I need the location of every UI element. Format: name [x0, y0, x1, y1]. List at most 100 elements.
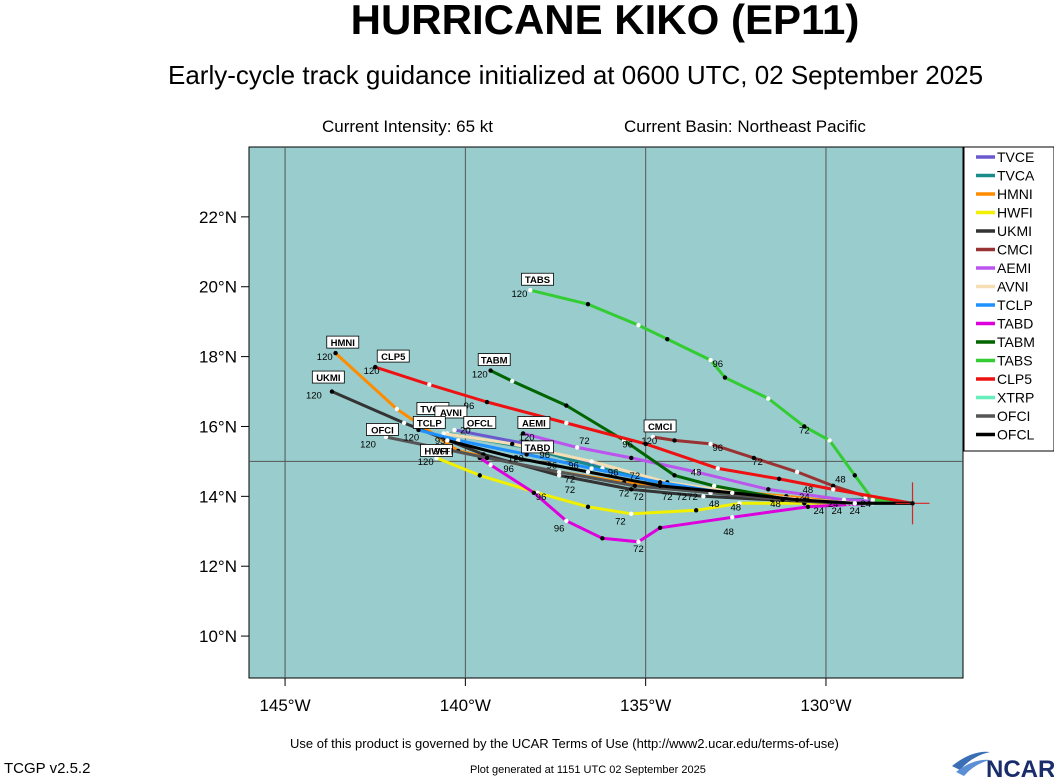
forecast-hour-label: 93 [435, 436, 446, 447]
forecast-hour-label: 24 [828, 499, 839, 510]
x-tick-label: 130°W [800, 696, 851, 715]
track-point [589, 466, 594, 471]
track-point [672, 473, 677, 478]
y-tick-label: 20°N [199, 278, 237, 297]
track-point [531, 490, 537, 496]
model-label-box [517, 416, 551, 429]
terms-of-use: Use of this product is governed by the U… [290, 736, 839, 751]
legend-item-tabm: TABM [976, 334, 1035, 350]
legend-label: TCLP [997, 297, 1033, 313]
track-point [477, 473, 482, 478]
forecast-hour-label: 96 [464, 401, 475, 412]
model-label: TABD [525, 443, 551, 454]
legend-item-ukmi: UKMI [976, 223, 1032, 239]
forecast-hour-label: 120 [360, 439, 376, 450]
forecast-hour-label: 72 [633, 544, 644, 555]
track-line [529, 288, 913, 505]
model-label: TABS [525, 275, 550, 286]
model-label-box [643, 419, 677, 433]
legend-label: CMCI [997, 242, 1033, 258]
model-label-box [376, 349, 410, 363]
track-point [805, 504, 811, 510]
x-tick-label: 140°W [440, 696, 491, 715]
legend-item-hmni: HMNI [976, 186, 1033, 202]
legend-item-tabd: TABD [976, 316, 1033, 332]
track-point [556, 473, 562, 478]
forecast-hour-label: 120 [641, 436, 657, 447]
y-tick-label: 22°N [199, 208, 237, 227]
axis-ticks: 145°W 140°W 135°W 130°W 10°N 12°N 14°N 16°N 18°N… [199, 208, 852, 715]
model-label-box [420, 444, 453, 457]
model-label: CMCI [648, 422, 672, 433]
forecast-hour-label: 72 [799, 425, 810, 436]
track-point [556, 469, 562, 475]
forecast-hour-label: 120 [306, 391, 322, 402]
model-label: UKMI [316, 373, 340, 384]
forecast-hour-label: 72 [579, 436, 590, 447]
track-point [564, 403, 569, 408]
forecast-hour-label: 24 [850, 506, 861, 517]
track-point [751, 455, 757, 461]
model-label: HWFI [424, 446, 448, 457]
legend-item-tclp: TCLP [976, 297, 1033, 313]
track-point [452, 427, 457, 433]
track-point [488, 368, 493, 373]
y-tick-label: 14°N [199, 487, 237, 506]
track-point [852, 473, 858, 478]
track-point [513, 455, 519, 461]
forecast-hour-label: 96 [712, 443, 723, 454]
track-point [693, 469, 699, 475]
track-point [445, 438, 450, 443]
forecast-hour-label: 96 [547, 460, 558, 471]
legend-label: HMNI [997, 186, 1033, 202]
model-label-box [434, 405, 468, 419]
track-point [632, 483, 638, 489]
x-tick-label: 135°W [620, 696, 671, 715]
legend-label: TABD [997, 316, 1033, 332]
model-label-box [311, 370, 345, 384]
model-label-box [521, 440, 554, 454]
y-tick-label: 10°N [199, 627, 237, 646]
track-point [708, 357, 713, 363]
track-point [776, 476, 782, 482]
forecast-hour-label: 96 [608, 467, 619, 478]
forecast-hour-label: 48 [691, 467, 702, 478]
forecast-hour-label: 96 [568, 460, 579, 471]
legend-item-aemi: AEMI [976, 260, 1031, 276]
plot-generated-label: Plot generated at 1151 UTC 02 September … [470, 764, 706, 776]
track-point [585, 504, 591, 510]
track-point [672, 438, 677, 443]
chart-subtitle: Early-cycle track guidance initialized a… [168, 60, 984, 90]
forecast-hour-label: 96 [712, 359, 723, 370]
track-point [484, 455, 490, 461]
forecast-hour-label: 96 [539, 450, 550, 461]
forecast-hour-label: 72 [630, 471, 641, 482]
track-point [600, 536, 605, 541]
storm-position-marker [895, 482, 930, 525]
track-point [794, 497, 800, 503]
forecast-hour-label: 72 [752, 457, 763, 468]
track-point [629, 487, 634, 492]
track-point [766, 487, 771, 492]
track-point [715, 466, 720, 471]
model-label-box [521, 272, 554, 286]
forecast-hour-label: 72 [676, 492, 687, 503]
model-label: AVNI [440, 408, 462, 419]
track-point [574, 445, 580, 450]
forecast-hour-label: 72 [687, 492, 698, 503]
track-point [730, 490, 735, 496]
legend-item-cmci: CMCI [976, 242, 1033, 258]
track-point [708, 441, 713, 447]
track-point [636, 539, 641, 544]
track-ofcl [445, 438, 913, 506]
track-point [589, 459, 594, 464]
forecast-hour-label: 48 [835, 474, 846, 485]
track-point [510, 441, 515, 447]
model-label-box [412, 416, 446, 429]
logo-text: NCAR [986, 756, 1054, 780]
version-label: TCGP v2.5.2 [4, 760, 91, 777]
legend-label: OFCI [997, 408, 1030, 424]
track-point [629, 511, 634, 517]
